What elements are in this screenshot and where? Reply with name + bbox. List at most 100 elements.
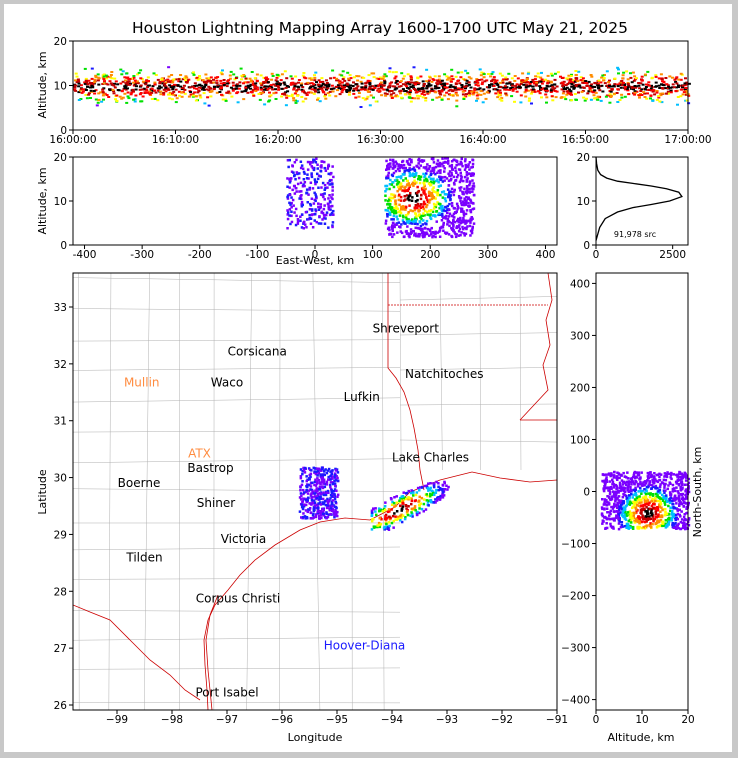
ew-height-cell xyxy=(460,186,463,189)
time-height-cell xyxy=(194,95,198,98)
time-height-cell xyxy=(275,82,279,85)
ew-height-cell xyxy=(332,213,335,216)
ew-height-cell xyxy=(315,180,318,184)
time-height-cell xyxy=(538,85,542,88)
ew-height-cell xyxy=(413,179,416,182)
ns-height-cell xyxy=(617,495,621,498)
time-height-cell xyxy=(635,77,638,80)
time-height-cell xyxy=(608,79,611,82)
plan-view-cell xyxy=(331,477,334,480)
ew-height-cell xyxy=(430,180,433,184)
ew-height-cell xyxy=(390,193,393,196)
ns-height-cell xyxy=(672,522,676,526)
ns-height-cell xyxy=(654,496,657,500)
plan-view-cell xyxy=(418,511,421,515)
ew-height-x-tick-label: -400 xyxy=(73,249,97,261)
time-height-cell xyxy=(476,84,480,87)
ew-height-cell xyxy=(394,202,398,206)
time-height-cell xyxy=(132,98,136,101)
ns-height-cell xyxy=(629,524,632,528)
plan-view-cell xyxy=(305,498,308,502)
plan-view-cell xyxy=(425,484,429,487)
time-height-cell xyxy=(109,74,113,76)
plan-view-cell xyxy=(315,513,318,516)
plan-view-density xyxy=(298,466,450,531)
city-label: Waco xyxy=(211,376,243,390)
ns-height-cell xyxy=(639,520,643,523)
time-height-panel: 16:00:00 16:10:00 16:20:00 16:30:00 16:40:00… xyxy=(36,36,712,146)
time-height-cell xyxy=(179,74,183,76)
ew-height-cell xyxy=(467,163,470,166)
ew-height-x-tick-label: 0 xyxy=(312,249,319,261)
ew-height-cell xyxy=(459,171,462,175)
ew-height-cell xyxy=(452,158,455,162)
plan-view-cell xyxy=(387,521,391,524)
ns-height-cell xyxy=(643,491,647,494)
ew-height-cell xyxy=(321,193,324,197)
ns-height-cell xyxy=(630,480,634,484)
time-height-cell xyxy=(278,84,282,87)
time-height-cell xyxy=(359,88,363,91)
time-height-cell xyxy=(574,84,578,87)
time-height-cell xyxy=(294,101,298,104)
ew-height-cell xyxy=(286,194,290,197)
ns-height-cell xyxy=(652,493,655,496)
plan-view-cell xyxy=(322,481,326,484)
ew-height-cell xyxy=(389,213,392,216)
time-height-cell xyxy=(194,99,198,102)
ns-height-cell xyxy=(663,472,667,475)
ns-height-cell xyxy=(624,481,627,485)
time-height-cell xyxy=(249,91,253,93)
time-height-cell xyxy=(360,86,364,89)
time-height-cell xyxy=(296,94,300,97)
time-height-cell xyxy=(174,94,177,97)
plan-view-cell xyxy=(303,515,307,518)
time-height-cell xyxy=(171,81,175,84)
time-height-cell xyxy=(491,78,495,81)
ew-height-cell xyxy=(392,164,396,167)
ew-height-cell xyxy=(458,224,461,227)
ew-height-cell xyxy=(403,169,406,173)
time-height-cell xyxy=(169,80,173,83)
plan-view-cell xyxy=(336,510,339,514)
ew-height-cell xyxy=(320,164,323,167)
time-height-cell xyxy=(246,91,250,94)
time-height-cell xyxy=(563,87,567,90)
time-height-cell xyxy=(626,89,630,92)
ew-height-cell xyxy=(465,199,468,202)
time-height-cell xyxy=(219,85,223,88)
time-height-cell xyxy=(570,73,573,76)
time-height-cell xyxy=(504,86,508,89)
plan-view-cell xyxy=(336,495,339,498)
ew-height-cell xyxy=(404,166,407,170)
time-height-cell xyxy=(542,80,546,83)
plan-view-cell xyxy=(333,493,336,496)
time-height-cell xyxy=(637,94,641,97)
ew-height-cell xyxy=(459,233,462,237)
time-height-cell xyxy=(409,100,413,103)
time-height-cell xyxy=(525,84,529,87)
ew-height-cell xyxy=(389,158,392,162)
time-height-cell xyxy=(661,80,664,83)
time-height-cell xyxy=(422,83,426,85)
time-height-cell xyxy=(486,73,490,75)
ns-height-cell xyxy=(601,522,604,525)
ew-height-cell xyxy=(437,202,441,206)
ns-height-cell xyxy=(679,515,682,518)
ew-height-cell xyxy=(312,202,316,205)
time-height-cell xyxy=(195,76,199,79)
ew-height-cell xyxy=(462,216,465,220)
time-height-cell xyxy=(317,85,321,88)
ew-height-cell xyxy=(395,215,398,218)
ns-height-cell xyxy=(614,490,618,494)
plan-view-cell xyxy=(333,488,337,491)
time-height-cell xyxy=(340,81,344,84)
ew-height-cell xyxy=(419,224,423,228)
ns-height-cell xyxy=(665,495,668,499)
time-height-cell xyxy=(80,87,84,90)
ns-height-cell xyxy=(625,526,628,529)
time-height-cell xyxy=(184,81,188,83)
ew-height-x-tick-label: 200 xyxy=(420,249,440,261)
ew-height-cell xyxy=(421,223,425,226)
